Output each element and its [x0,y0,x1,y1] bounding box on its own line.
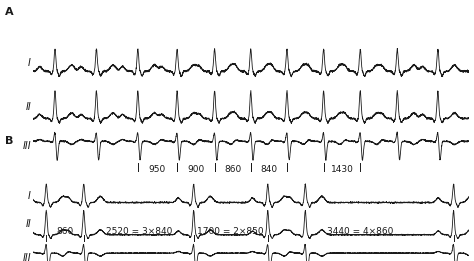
Text: 860: 860 [56,228,73,236]
Text: I: I [28,58,31,68]
Text: 900: 900 [187,165,204,174]
Text: III: III [22,253,31,261]
Text: A: A [5,7,13,16]
Text: B: B [5,136,13,146]
Text: II: II [25,102,31,112]
Text: 1430: 1430 [330,165,353,174]
Text: II: II [25,220,31,229]
Text: III: III [22,141,31,151]
Text: 3440 = 4×860: 3440 = 4×860 [328,228,394,236]
Text: 2520 = 3×840: 2520 = 3×840 [106,228,172,236]
Text: 950: 950 [149,165,166,174]
Text: 860: 860 [224,165,241,174]
Text: 1700 = 2×850: 1700 = 2×850 [197,228,264,236]
Text: I: I [28,191,31,201]
Text: 840: 840 [260,165,277,174]
